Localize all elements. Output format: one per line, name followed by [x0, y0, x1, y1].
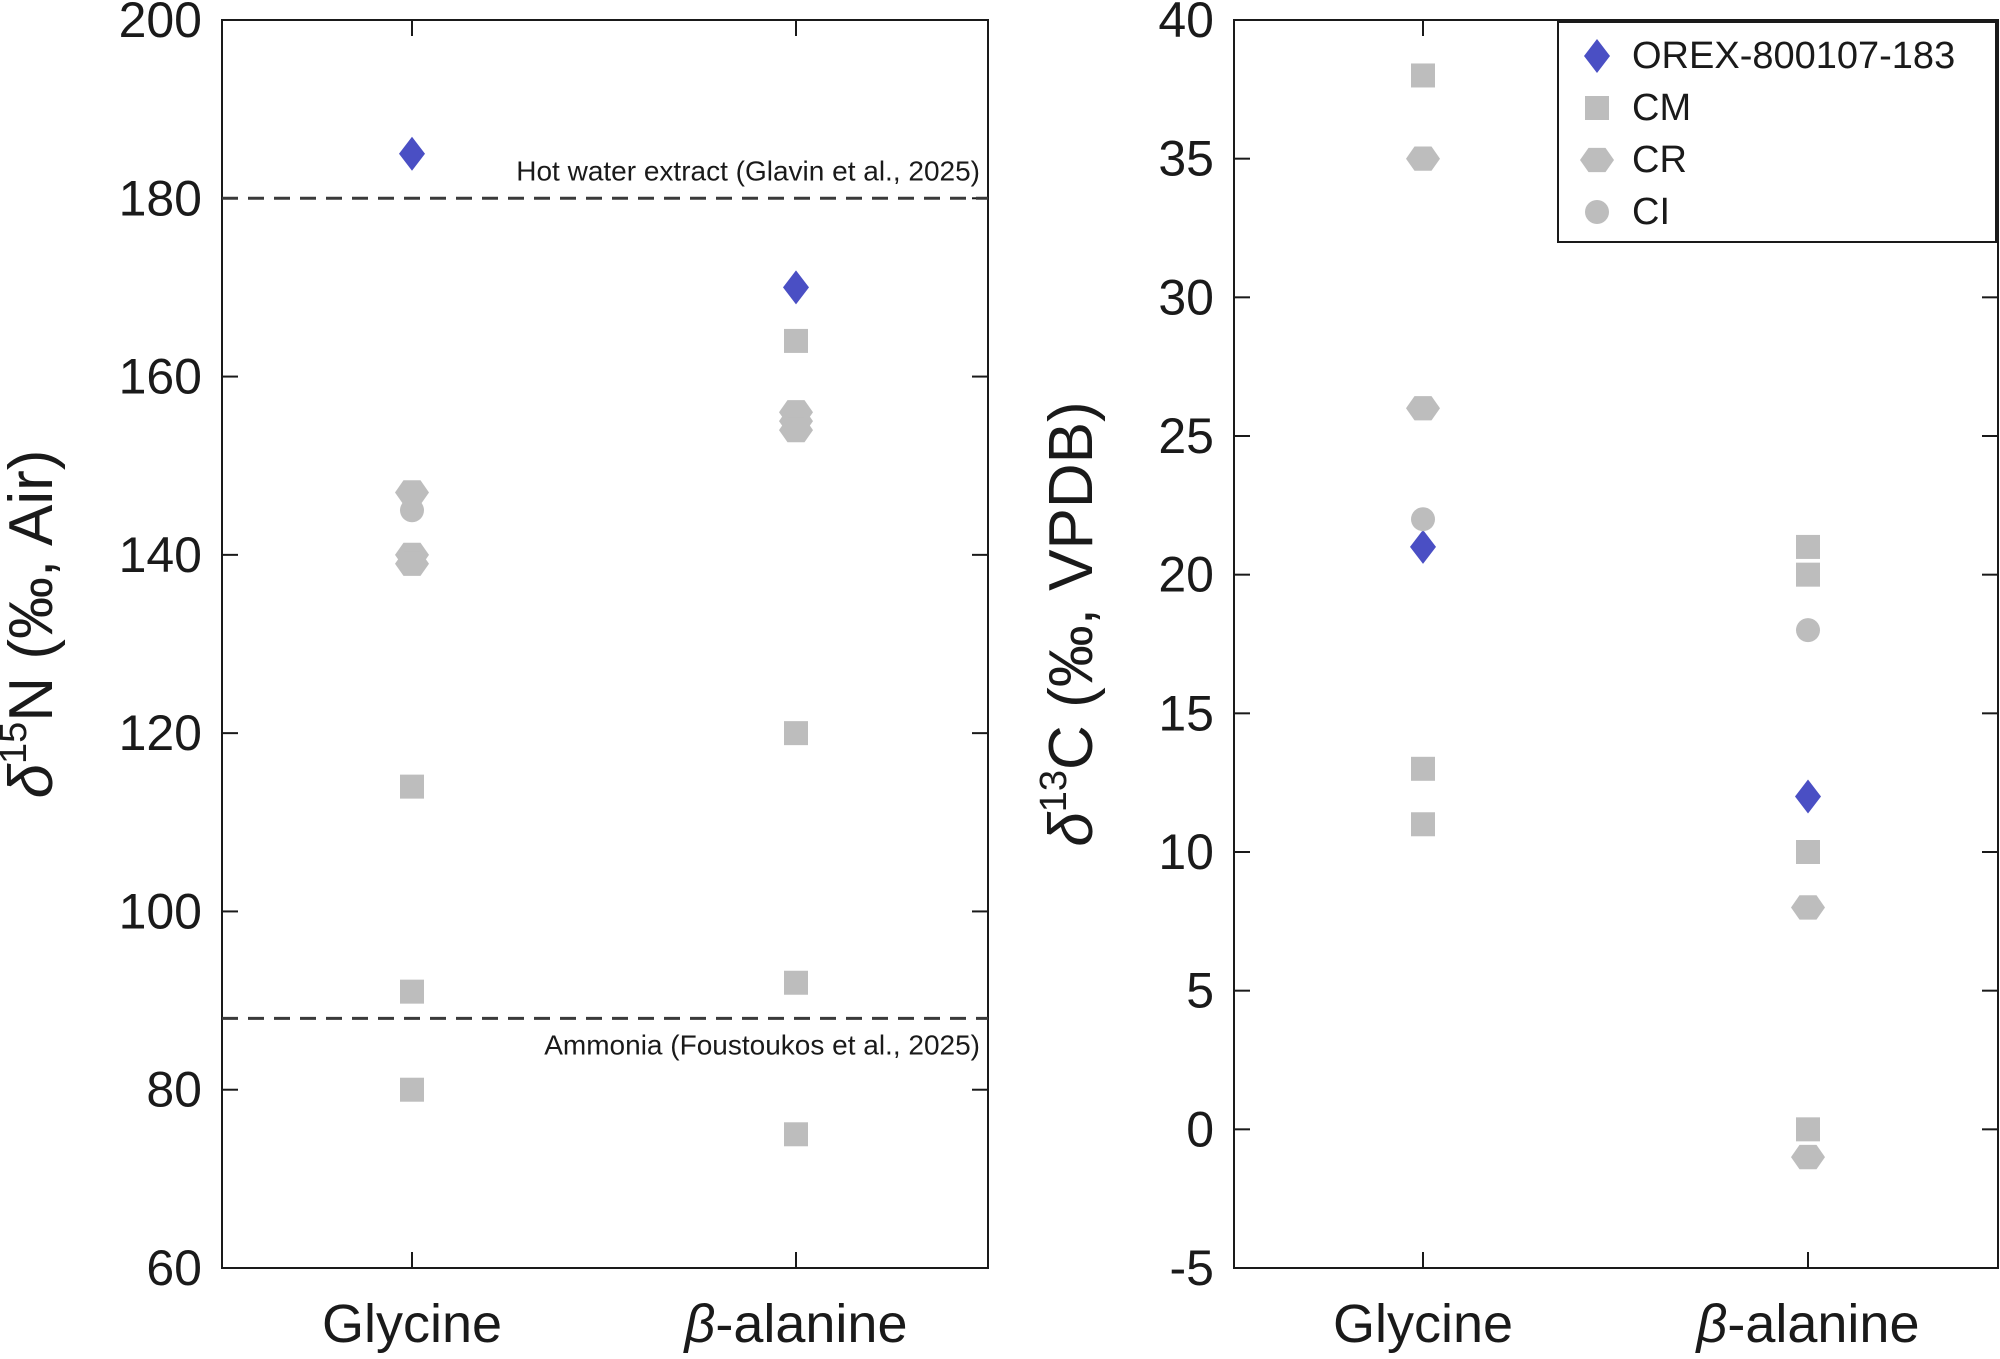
data-point-square — [1796, 1117, 1820, 1142]
y-axis-delta: δ — [0, 763, 66, 798]
y-tick-label: 100 — [119, 883, 202, 939]
data-point-square — [1411, 756, 1435, 781]
y-tick-label: 40 — [1158, 0, 1214, 48]
legend-marker-hexagon — [1580, 147, 1614, 173]
legend-label: CM — [1632, 87, 1691, 129]
legend-marker-circle — [1585, 200, 1609, 224]
data-point-square — [1796, 840, 1820, 864]
y-axis-superscript: 15 — [0, 722, 35, 764]
data-point-hexagon — [395, 480, 429, 505]
data-point-square — [400, 1077, 424, 1102]
data-point-circle — [1411, 507, 1435, 532]
x-category-label: β-alanine — [1695, 1294, 1920, 1354]
y-axis-superscript: 13 — [1033, 770, 1075, 812]
data-point-square — [784, 1122, 808, 1147]
y-tick-label: 25 — [1158, 408, 1214, 464]
plot-frame — [221, 19, 989, 1269]
panel-carbon-isotopes: -5 0 5 10 15 20 25 30 35 40 Glycine β-alanine δ13C (… — [1033, 0, 1999, 1354]
y-axis-unit: (‰, VPDB) — [1037, 401, 1106, 725]
x-category-label: Glycine — [1333, 1294, 1513, 1354]
data-point-square — [1796, 534, 1820, 559]
y-axis-delta: δ — [1037, 812, 1106, 847]
y-tick-label: 140 — [119, 527, 202, 583]
y-tick-label: 120 — [119, 705, 202, 761]
category-prefix: β — [683, 1294, 716, 1354]
data-point-hexagon — [779, 417, 813, 443]
data-point-diamond — [399, 136, 425, 171]
y-tick-label: 10 — [1158, 824, 1214, 880]
legend-box — [1557, 21, 1997, 243]
data-point-square — [1796, 562, 1820, 587]
reference-line-label: Hot water extract (Glavin et al., 2025) — [516, 155, 980, 186]
y-tick-label: 60 — [146, 1240, 202, 1296]
data-point-square — [784, 328, 808, 353]
category-name: Glycine — [322, 1294, 502, 1354]
data-point-square — [400, 979, 424, 1004]
y-tick-label: 5 — [1186, 963, 1214, 1019]
legend-label: CR — [1632, 139, 1687, 181]
y-tick-label: 0 — [1186, 1101, 1214, 1157]
y-axis-title: δ15N (‰, Air) — [0, 450, 66, 799]
y-tick-label: 35 — [1158, 131, 1214, 187]
plot-frame — [1233, 19, 1999, 1269]
data-point-square — [1411, 63, 1435, 88]
y-axis-element: C — [1037, 725, 1106, 770]
data-point-diamond — [1410, 529, 1436, 564]
y-tick-label: 160 — [119, 349, 202, 405]
legend-label: OREX-800107-183 — [1632, 35, 1955, 77]
category-name: -alanine — [715, 1294, 907, 1354]
data-point-diamond — [783, 270, 809, 305]
data-point-diamond — [1795, 779, 1821, 814]
category-prefix: β — [1695, 1294, 1728, 1354]
data-point-square — [1411, 812, 1435, 837]
category-name: Glycine — [1333, 1294, 1513, 1354]
data-point-circle — [400, 498, 424, 523]
legend: OREX-800107-183 CM CR CI — [1557, 21, 1997, 243]
y-tick-label: 180 — [119, 170, 202, 226]
data-point-hexagon — [1791, 895, 1825, 920]
data-point-hexagon — [1406, 396, 1440, 421]
legend-marker-square — [1585, 96, 1609, 120]
panel-nitrogen-isotopes: 60 80 100 120 140 160 180 200 Glycine β-alanine δ1… — [0, 0, 989, 1354]
y-tick-label: 200 — [119, 0, 202, 48]
reference-line-label: Ammonia (Foustoukos et al., 2025) — [544, 1029, 980, 1060]
data-point-square — [400, 774, 424, 799]
y-tick-label: 20 — [1158, 547, 1214, 603]
data-point-hexagon — [1791, 1144, 1825, 1170]
y-tick-label: 30 — [1158, 269, 1214, 325]
y-tick-label: -5 — [1170, 1240, 1214, 1296]
data-point-square — [784, 970, 808, 995]
y-tick-label: 80 — [146, 1062, 202, 1118]
x-category-label: β-alanine — [683, 1294, 908, 1354]
y-axis-title: δ13C (‰, VPDB) — [1033, 401, 1106, 846]
data-point-square — [784, 721, 808, 746]
y-tick-label: 15 — [1158, 685, 1214, 741]
category-name: -alanine — [1727, 1294, 1919, 1354]
data-point-hexagon — [1406, 146, 1440, 171]
y-axis-element: N — [0, 677, 66, 722]
y-axis-unit: (‰, Air) — [0, 450, 66, 677]
legend-label: CI — [1632, 191, 1670, 233]
data-point-hexagon — [395, 551, 429, 576]
data-point-circle — [1796, 618, 1820, 643]
legend-marker-diamond — [1584, 39, 1610, 73]
x-category-label: Glycine — [322, 1294, 502, 1354]
